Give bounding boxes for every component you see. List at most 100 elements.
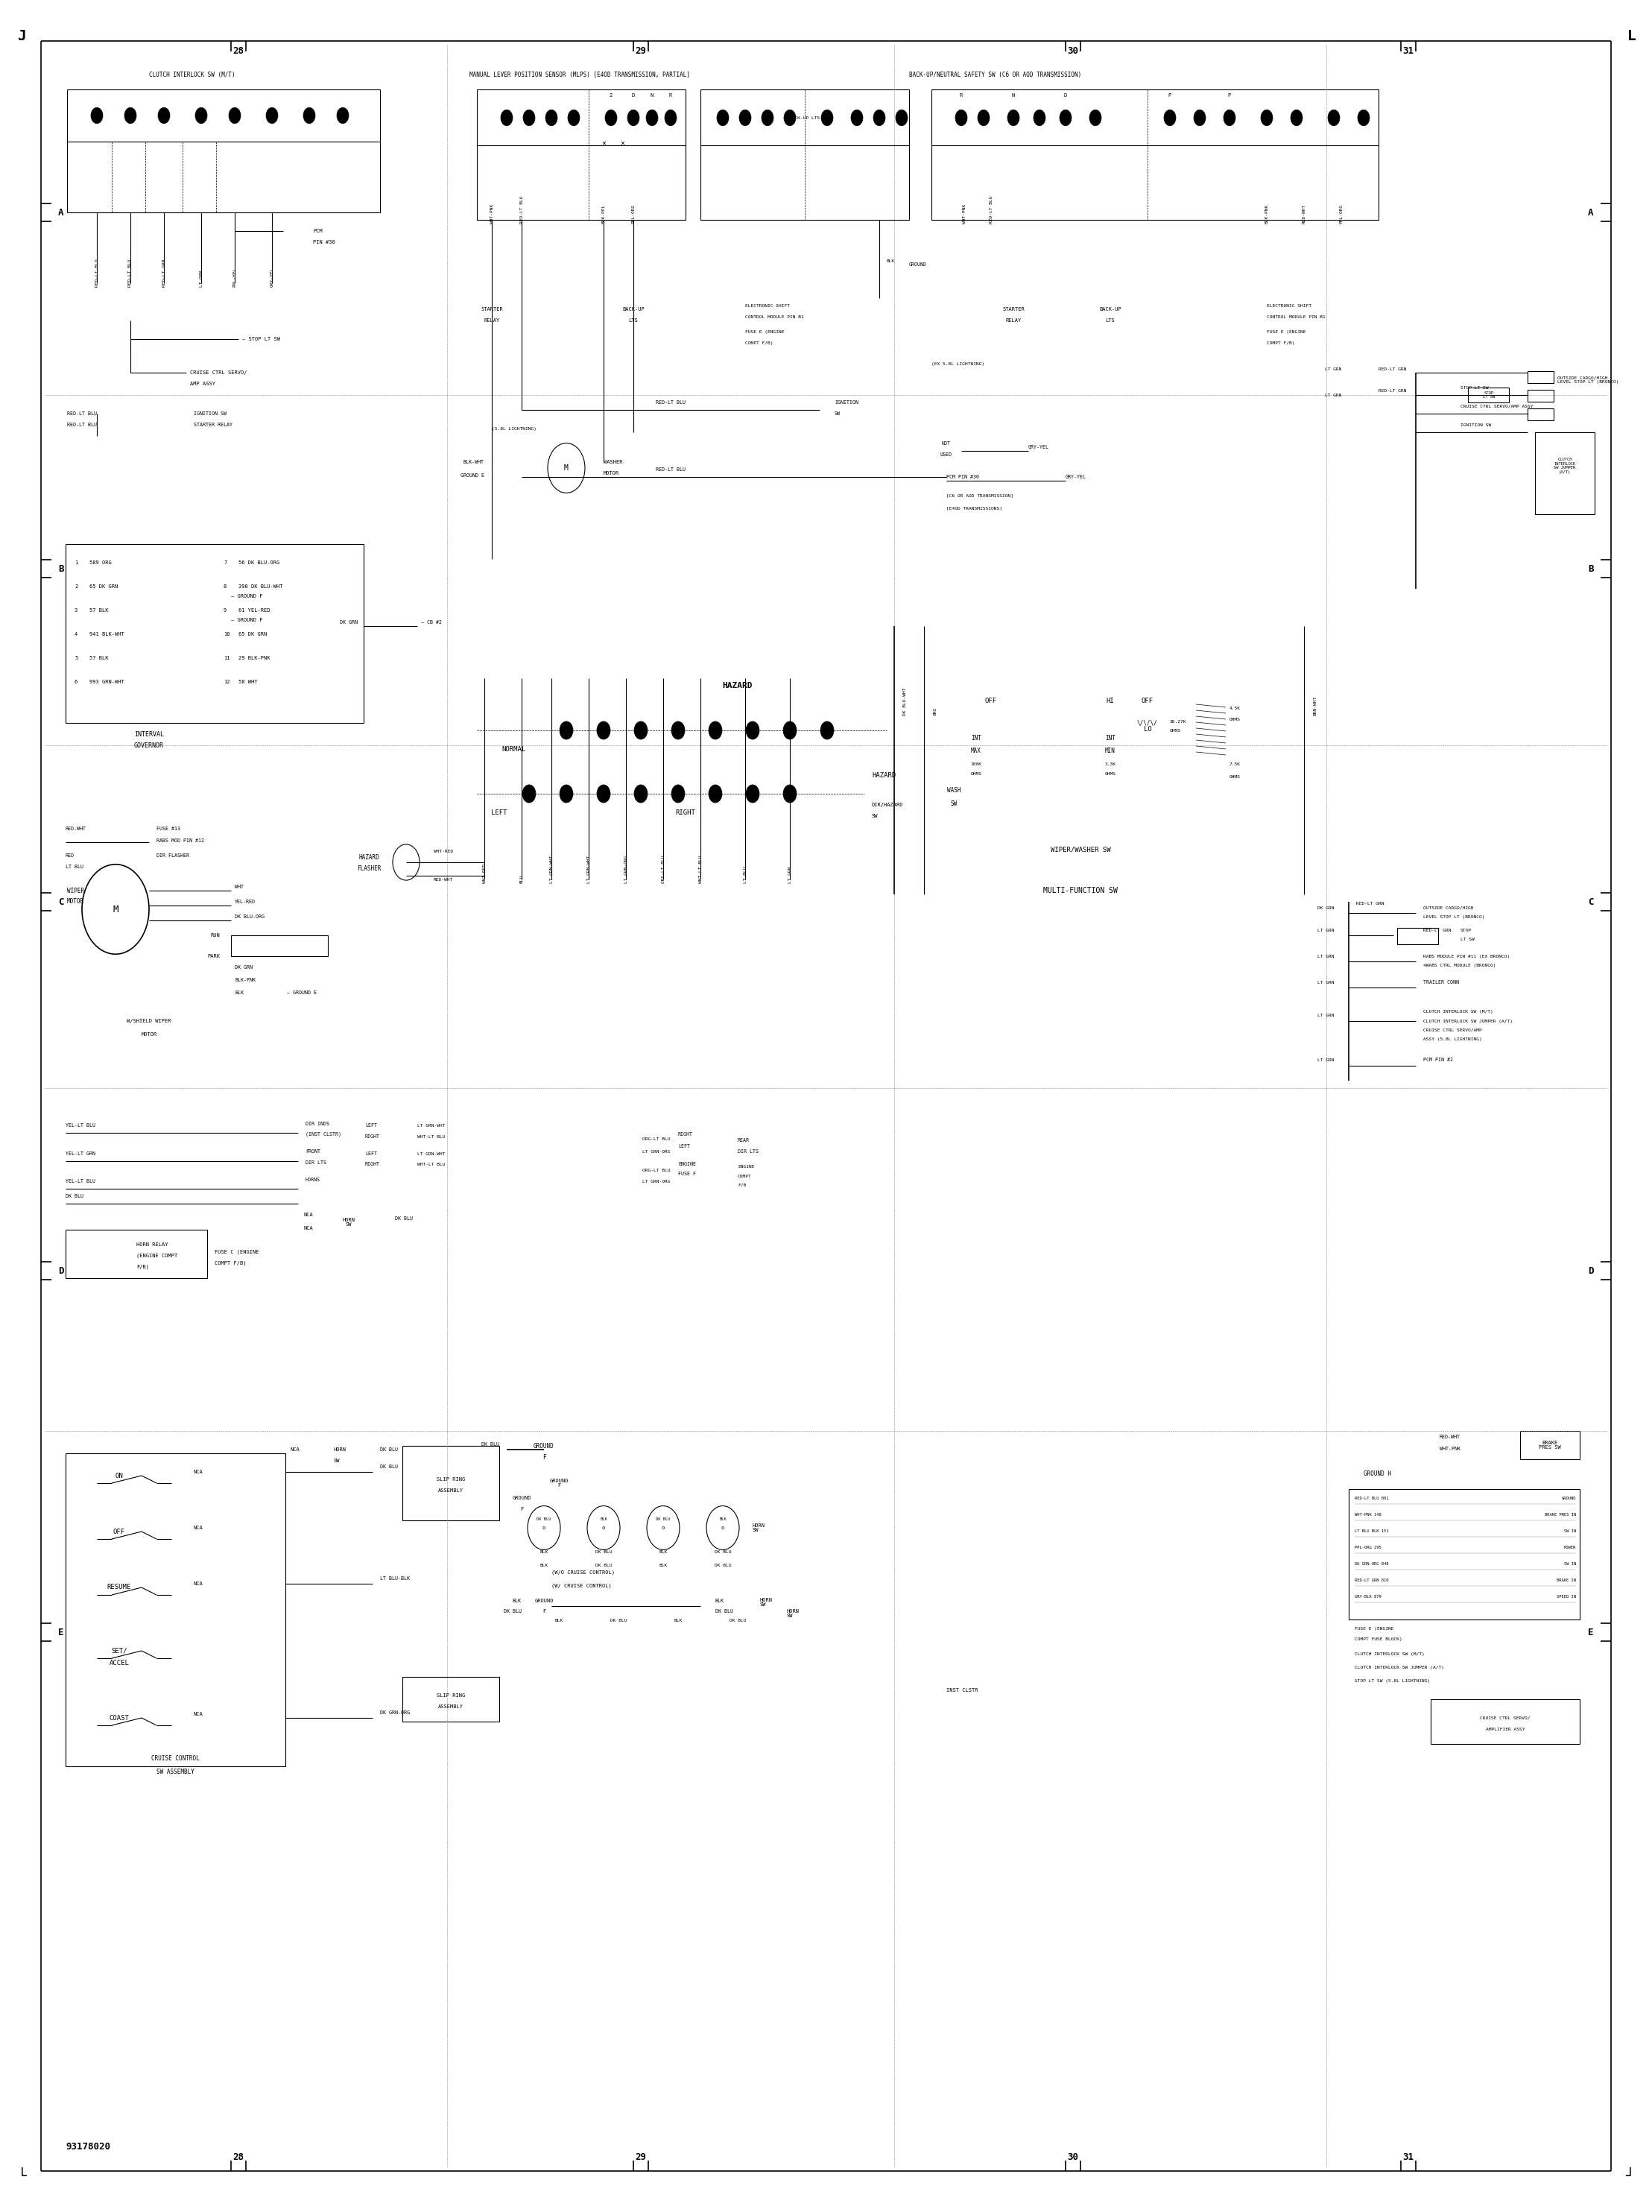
Text: 3.3K: 3.3K xyxy=(1105,763,1115,765)
Text: (EX 5.8L LIGHTNING): (EX 5.8L LIGHTNING) xyxy=(932,363,985,365)
Circle shape xyxy=(266,108,278,124)
Text: FUSE E (ENGINE: FUSE E (ENGINE xyxy=(1267,330,1305,334)
Text: BLK: BLK xyxy=(659,1564,667,1566)
Text: 28: 28 xyxy=(233,2152,244,2163)
Text: 4: 4 xyxy=(74,633,78,637)
Text: DK BLU: DK BLU xyxy=(729,1619,747,1624)
Text: NORMAL: NORMAL xyxy=(502,745,527,752)
Text: DK BLU-ORG: DK BLU-ORG xyxy=(235,914,264,918)
Text: CLUTCH
INTERLOCK
SW JUMPER
(A/T): CLUTCH INTERLOCK SW JUMPER (A/T) xyxy=(1555,458,1576,473)
Bar xyxy=(68,88,380,212)
Text: LEVEL STOP LT (BRONCO): LEVEL STOP LT (BRONCO) xyxy=(1424,916,1485,918)
Circle shape xyxy=(747,721,760,739)
Text: SW IN: SW IN xyxy=(1564,1562,1576,1566)
Circle shape xyxy=(738,111,752,126)
Text: WHT-RED: WHT-RED xyxy=(433,849,453,854)
Text: BACK-UP/NEUTRAL SAFETY SW (C6 OR AOD TRANSMISSION): BACK-UP/NEUTRAL SAFETY SW (C6 OR AOD TRA… xyxy=(909,71,1082,77)
Text: DK BLU: DK BLU xyxy=(595,1564,611,1566)
Text: CRUISE CTRL SERVO/AMP: CRUISE CTRL SERVO/AMP xyxy=(1424,1029,1482,1031)
Text: 4WABS CTRL MODULE (BRONCO): 4WABS CTRL MODULE (BRONCO) xyxy=(1424,962,1497,967)
Bar xyxy=(403,1447,499,1520)
Text: BLK-PNK: BLK-PNK xyxy=(1265,204,1269,223)
Circle shape xyxy=(159,108,170,124)
Text: FUSE #13: FUSE #13 xyxy=(157,827,180,832)
Text: 56 DK BLU-ORG: 56 DK BLU-ORG xyxy=(238,560,279,564)
Text: DK GRN: DK GRN xyxy=(235,964,253,969)
Text: 30: 30 xyxy=(1067,46,1079,55)
Text: P: P xyxy=(1227,93,1231,97)
Text: DIR FLASHER: DIR FLASHER xyxy=(157,854,190,858)
Text: OHMS: OHMS xyxy=(1229,774,1241,779)
Text: DIR LTS: DIR LTS xyxy=(306,1161,327,1166)
Text: DK BLU: DK BLU xyxy=(66,1194,84,1199)
Text: STARTER: STARTER xyxy=(481,307,502,312)
Text: STOP LT SW: STOP LT SW xyxy=(1460,385,1488,389)
Text: 58 WHT: 58 WHT xyxy=(238,679,258,684)
Text: D: D xyxy=(1064,93,1067,97)
Text: LT GRN-ORG: LT GRN-ORG xyxy=(643,1150,671,1152)
Circle shape xyxy=(634,785,648,803)
Text: FLASHER: FLASHER xyxy=(357,865,382,872)
Text: PCM: PCM xyxy=(312,228,322,232)
Text: SW: SW xyxy=(834,411,841,416)
Text: [E4OD TRANSMISSIONS]: [E4OD TRANSMISSIONS] xyxy=(947,507,1003,511)
Text: LT GRN: LT GRN xyxy=(1317,1013,1333,1018)
Text: BLK: BLK xyxy=(540,1551,548,1553)
Bar xyxy=(1528,372,1553,383)
Circle shape xyxy=(596,785,610,803)
Text: SW: SW xyxy=(872,814,879,818)
Text: INT: INT xyxy=(971,734,981,741)
Text: WHT-PNK 148: WHT-PNK 148 xyxy=(1355,1513,1381,1515)
Text: DK BLU-WHT: DK BLU-WHT xyxy=(904,688,907,714)
Text: P: P xyxy=(1168,93,1171,97)
Circle shape xyxy=(560,785,573,803)
Text: DK GRN: DK GRN xyxy=(1317,907,1333,909)
Text: IGNITION SW: IGNITION SW xyxy=(193,411,226,416)
Text: o: o xyxy=(601,1526,605,1531)
Circle shape xyxy=(124,108,137,124)
Text: A: A xyxy=(1588,208,1594,217)
Text: PPL-ORG: PPL-ORG xyxy=(631,204,636,223)
Text: TRAILER CONN: TRAILER CONN xyxy=(1424,980,1459,984)
Circle shape xyxy=(762,111,773,126)
Circle shape xyxy=(1194,111,1206,126)
Text: COMPT: COMPT xyxy=(738,1175,752,1179)
Text: DK BLU: DK BLU xyxy=(656,1517,671,1522)
Text: HAZARD: HAZARD xyxy=(722,681,753,690)
Circle shape xyxy=(1358,111,1370,126)
Text: RED-LT BLU: RED-LT BLU xyxy=(990,195,993,223)
Text: ORG-LT BLU: ORG-LT BLU xyxy=(643,1168,671,1172)
Text: RED-LT GRN: RED-LT GRN xyxy=(162,259,165,288)
Text: GROUND E: GROUND E xyxy=(461,473,484,478)
Text: RED-WHT: RED-WHT xyxy=(1439,1436,1460,1440)
Circle shape xyxy=(821,111,833,126)
Text: BRAKE
PRES SW: BRAKE PRES SW xyxy=(1538,1440,1561,1449)
Bar xyxy=(1528,409,1553,420)
Bar xyxy=(66,1453,286,1767)
Text: BRAKE PRES IN: BRAKE PRES IN xyxy=(1545,1513,1576,1515)
Text: IGNITION: IGNITION xyxy=(834,400,859,405)
Text: BLK: BLK xyxy=(512,1599,522,1604)
Circle shape xyxy=(195,108,206,124)
Text: ✕: ✕ xyxy=(601,139,606,146)
Text: RIGHT: RIGHT xyxy=(365,1161,380,1166)
Text: DK BLU: DK BLU xyxy=(380,1447,398,1451)
Circle shape xyxy=(709,721,722,739)
Bar xyxy=(231,936,327,956)
Text: DIR/HAZARD: DIR/HAZARD xyxy=(872,803,904,807)
Text: RED-LT GRN: RED-LT GRN xyxy=(1378,367,1406,372)
Text: └: └ xyxy=(18,2170,26,2183)
Text: BACK-UP LTS: BACK-UP LTS xyxy=(790,115,819,119)
Circle shape xyxy=(783,721,796,739)
Text: LT GRN-WHT: LT GRN-WHT xyxy=(418,1152,446,1155)
Text: BLK: BLK xyxy=(600,1517,608,1522)
Text: (5.8L LIGHTNING): (5.8L LIGHTNING) xyxy=(492,427,537,431)
Text: OFF: OFF xyxy=(985,697,998,703)
Text: LT GRN: LT GRN xyxy=(1325,367,1341,372)
Text: F: F xyxy=(542,1608,545,1613)
Circle shape xyxy=(671,785,686,803)
Text: 2: 2 xyxy=(610,93,613,97)
Text: 11: 11 xyxy=(223,655,230,661)
Text: RED-WHT: RED-WHT xyxy=(1302,204,1305,223)
Text: DK GRN-ORG 848: DK GRN-ORG 848 xyxy=(1355,1562,1389,1566)
